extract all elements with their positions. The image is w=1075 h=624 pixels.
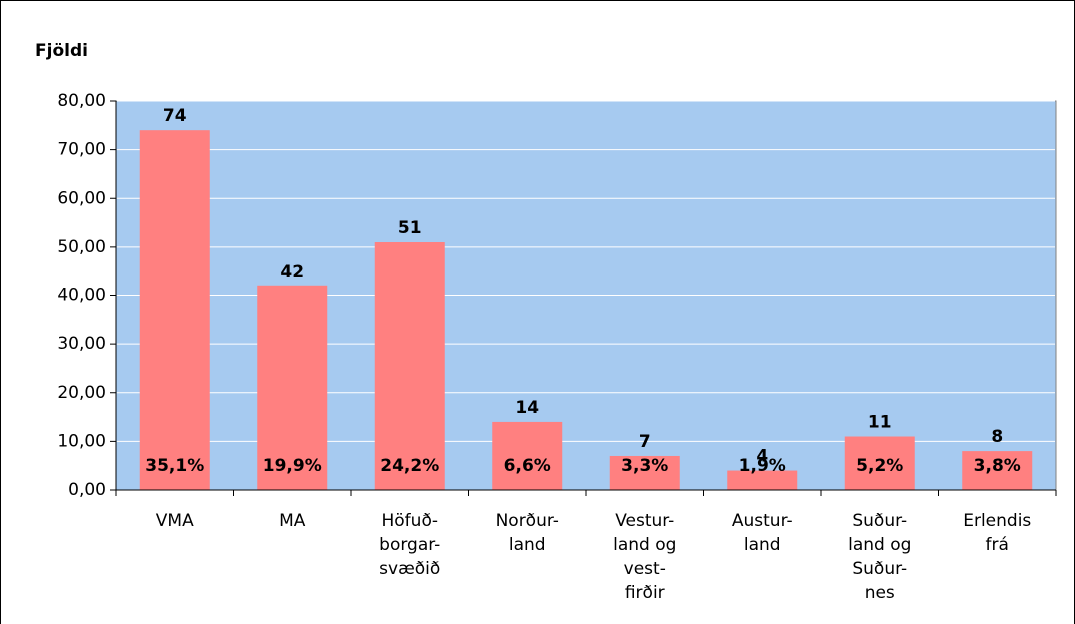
x-tick-label-line: frá bbox=[986, 535, 1009, 555]
share-label: 35,1% bbox=[145, 456, 204, 476]
value-label: 4 bbox=[756, 447, 768, 467]
share-label: 5,2% bbox=[856, 456, 903, 476]
x-tick-label: Suður-land og Suður-nes bbox=[848, 511, 911, 603]
bar bbox=[844, 436, 915, 490]
share-label: 3,3% bbox=[621, 456, 668, 476]
value-label: 8 bbox=[991, 427, 1003, 447]
y-tick-label: 20,00 bbox=[57, 383, 106, 403]
y-tick-label: 40,00 bbox=[57, 286, 106, 306]
y-tick-label: 60,00 bbox=[57, 188, 106, 208]
x-tick-label: Austur-land bbox=[732, 511, 793, 555]
y-axis-label: Fjöldi bbox=[35, 41, 88, 61]
bar bbox=[727, 470, 798, 490]
bar bbox=[257, 285, 328, 490]
x-tick-label-line: land bbox=[744, 535, 781, 555]
x-tick-label-line: Suður- bbox=[852, 559, 907, 579]
x-tick-label: Vestur-land og vest-firðir bbox=[613, 511, 676, 603]
value-label: 14 bbox=[515, 398, 539, 418]
x-tick-label: Höfuð-borgar-svæðið bbox=[379, 511, 440, 579]
y-tick-label: 0,00 bbox=[68, 480, 106, 500]
x-tick-label: MA bbox=[279, 511, 306, 531]
y-tick-label: 80,00 bbox=[57, 91, 106, 111]
value-label: 42 bbox=[280, 262, 304, 282]
x-tick-label-line: firðir bbox=[625, 583, 665, 603]
value-label: 51 bbox=[398, 218, 422, 238]
y-tick-label: 50,00 bbox=[57, 237, 106, 257]
x-tick-label-line: VMA bbox=[156, 511, 194, 531]
x-tick-label-line: vest- bbox=[624, 559, 666, 579]
x-tick-label-line: svæðið bbox=[379, 559, 440, 579]
x-tick-label: Norður-land bbox=[496, 511, 559, 555]
bar bbox=[609, 455, 680, 490]
bar bbox=[492, 421, 563, 490]
x-tick-label-line: land og bbox=[848, 535, 911, 555]
share-label: 19,9% bbox=[263, 456, 322, 476]
value-label: 74 bbox=[163, 106, 187, 126]
x-tick-label-line: Suður- bbox=[852, 511, 907, 531]
bar bbox=[962, 451, 1033, 490]
x-tick-label: Erlendis frá bbox=[963, 511, 1031, 555]
x-tick-label-line: land bbox=[509, 535, 546, 555]
y-tick-label: 70,00 bbox=[57, 140, 106, 160]
value-label: 11 bbox=[868, 413, 892, 433]
value-label: 7 bbox=[639, 432, 651, 452]
x-tick-label-line: Austur- bbox=[732, 511, 793, 531]
x-tick-label: VMA bbox=[156, 511, 194, 531]
y-tick-label: 30,00 bbox=[57, 334, 106, 354]
x-tick-label-line: Erlendis bbox=[963, 511, 1031, 531]
share-label: 24,2% bbox=[380, 456, 439, 476]
bar bbox=[374, 242, 445, 490]
share-label: 1,9% bbox=[739, 456, 786, 476]
bar bbox=[139, 130, 210, 491]
x-tick-label-line: borgar- bbox=[379, 535, 440, 555]
y-tick-label: 10,00 bbox=[57, 431, 106, 451]
share-label: 3,8% bbox=[974, 456, 1021, 476]
x-tick-label-line: Höfuð- bbox=[382, 511, 438, 531]
share-label: 6,6% bbox=[504, 456, 551, 476]
x-tick-label-line: Vestur- bbox=[615, 511, 674, 531]
x-tick-label-line: MA bbox=[279, 511, 306, 531]
x-tick-label-line: nes bbox=[865, 583, 895, 603]
x-tick-label-line: land og bbox=[613, 535, 676, 555]
x-tick-label-line: Norður- bbox=[496, 511, 559, 531]
